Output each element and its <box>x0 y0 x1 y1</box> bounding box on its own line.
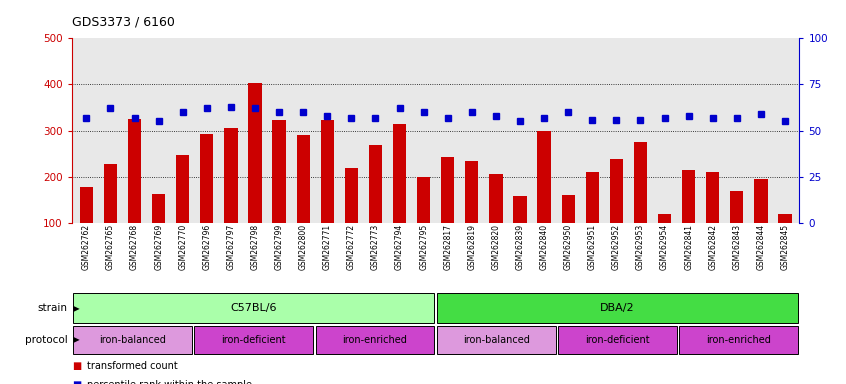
Text: GSM262952: GSM262952 <box>612 224 621 270</box>
Text: GSM262795: GSM262795 <box>419 224 428 270</box>
Text: GSM262839: GSM262839 <box>515 224 525 270</box>
Text: GSM262771: GSM262771 <box>323 224 332 270</box>
Bar <box>321 120 334 223</box>
Text: GSM262841: GSM262841 <box>684 224 693 270</box>
Text: GSM262769: GSM262769 <box>154 224 163 270</box>
Bar <box>316 326 435 354</box>
Text: GSM262794: GSM262794 <box>395 224 404 270</box>
Text: GSM262799: GSM262799 <box>275 224 283 270</box>
Bar <box>489 174 503 223</box>
Text: iron-enriched: iron-enriched <box>343 335 408 345</box>
Bar <box>537 131 551 223</box>
Bar <box>558 326 677 354</box>
Text: GSM262840: GSM262840 <box>540 224 548 270</box>
Text: GSM262800: GSM262800 <box>299 224 308 270</box>
Text: percentile rank within the sample: percentile rank within the sample <box>87 380 252 384</box>
Text: protocol: protocol <box>25 335 68 345</box>
Text: DBA/2: DBA/2 <box>601 303 634 313</box>
Text: GSM262772: GSM262772 <box>347 224 356 270</box>
Bar <box>80 187 93 223</box>
Text: GSM262797: GSM262797 <box>227 224 235 270</box>
Bar <box>297 135 310 223</box>
Text: GSM262773: GSM262773 <box>371 224 380 270</box>
Bar <box>176 154 190 223</box>
Bar <box>344 168 358 223</box>
Text: GSM262762: GSM262762 <box>82 224 91 270</box>
Bar <box>658 214 671 223</box>
Text: strain: strain <box>38 303 68 313</box>
Text: ▶: ▶ <box>68 335 80 344</box>
Text: GDS3373 / 6160: GDS3373 / 6160 <box>72 15 175 28</box>
Bar <box>706 172 719 223</box>
Text: GSM262845: GSM262845 <box>781 224 789 270</box>
Bar <box>437 326 556 354</box>
Bar <box>682 170 695 223</box>
Bar <box>610 159 623 223</box>
Text: ■: ■ <box>72 361 81 371</box>
Bar <box>634 142 647 223</box>
Bar <box>224 128 238 223</box>
Text: GSM262768: GSM262768 <box>130 224 139 270</box>
Bar <box>730 191 744 223</box>
Text: GSM262796: GSM262796 <box>202 224 212 270</box>
Bar <box>585 172 599 223</box>
Text: GSM262820: GSM262820 <box>492 224 501 270</box>
Bar <box>393 124 406 223</box>
Bar <box>104 164 117 223</box>
Text: transformed count: transformed count <box>87 361 178 371</box>
Bar <box>201 134 213 223</box>
Text: GSM262844: GSM262844 <box>756 224 766 270</box>
Text: iron-deficient: iron-deficient <box>222 335 286 345</box>
Bar <box>755 179 767 223</box>
Bar <box>437 293 799 323</box>
Text: iron-deficient: iron-deficient <box>585 335 650 345</box>
Text: GSM262950: GSM262950 <box>563 224 573 270</box>
Bar <box>514 197 526 223</box>
Bar <box>369 145 382 223</box>
Bar <box>679 326 799 354</box>
Bar <box>417 177 431 223</box>
Text: GSM262819: GSM262819 <box>467 224 476 270</box>
Bar <box>441 157 454 223</box>
Text: GSM262843: GSM262843 <box>733 224 741 270</box>
Bar <box>465 161 479 223</box>
Text: GSM262953: GSM262953 <box>636 224 645 270</box>
Text: ■: ■ <box>72 380 81 384</box>
Bar <box>562 195 574 223</box>
Bar <box>152 194 165 223</box>
Text: iron-enriched: iron-enriched <box>706 335 772 345</box>
Bar <box>195 326 313 354</box>
Bar <box>73 326 192 354</box>
Text: GSM262817: GSM262817 <box>443 224 453 270</box>
Text: iron-balanced: iron-balanced <box>463 335 530 345</box>
Text: GSM262951: GSM262951 <box>588 224 596 270</box>
Bar <box>272 121 286 223</box>
Bar <box>249 83 261 223</box>
Bar <box>128 119 141 223</box>
Text: GSM262798: GSM262798 <box>250 224 260 270</box>
Text: GSM262842: GSM262842 <box>708 224 717 270</box>
Text: GSM262954: GSM262954 <box>660 224 669 270</box>
Text: GSM262765: GSM262765 <box>106 224 115 270</box>
Text: C57BL/6: C57BL/6 <box>231 303 277 313</box>
Text: iron-balanced: iron-balanced <box>99 335 166 345</box>
Bar <box>73 293 435 323</box>
Text: ▶: ▶ <box>68 304 80 313</box>
Text: GSM262770: GSM262770 <box>179 224 187 270</box>
Bar <box>778 214 792 223</box>
